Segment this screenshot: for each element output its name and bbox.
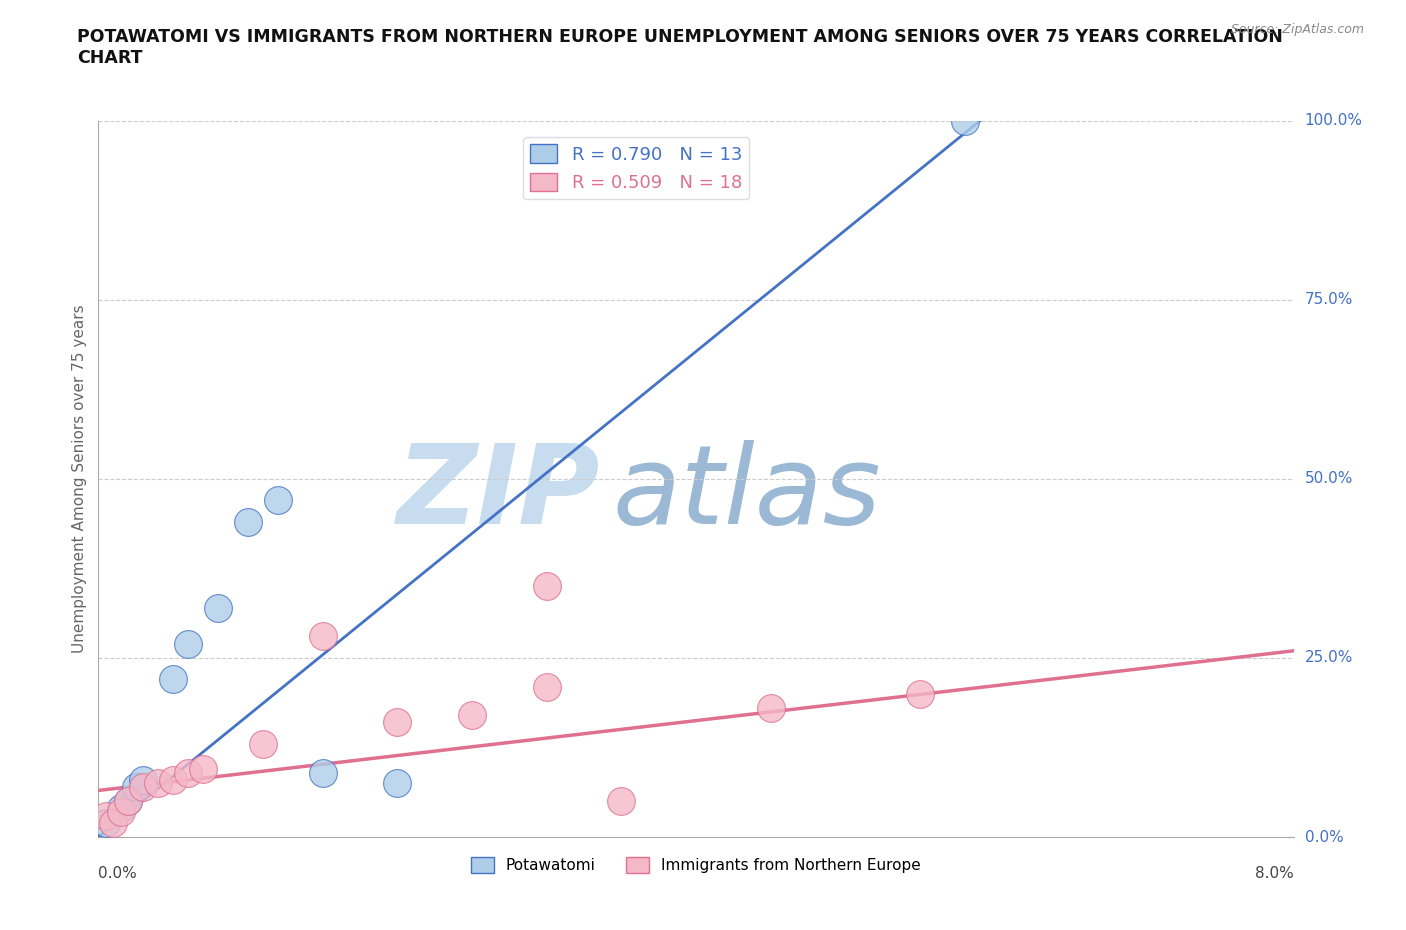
Point xyxy=(536,679,558,694)
Point xyxy=(191,762,214,777)
Point xyxy=(110,801,132,816)
Point xyxy=(610,794,633,809)
Point xyxy=(461,708,484,723)
Point xyxy=(311,765,333,780)
Text: 25.0%: 25.0% xyxy=(1305,650,1353,666)
Point xyxy=(267,493,290,508)
Point xyxy=(148,776,170,790)
Text: Source: ZipAtlas.com: Source: ZipAtlas.com xyxy=(1230,23,1364,36)
Point xyxy=(117,794,139,809)
Text: 100.0%: 100.0% xyxy=(1305,113,1362,128)
Point xyxy=(125,779,148,794)
Point xyxy=(162,772,184,787)
Point xyxy=(385,776,409,790)
Text: 0.0%: 0.0% xyxy=(98,866,138,881)
Point xyxy=(177,636,200,651)
Point xyxy=(132,772,155,787)
Point xyxy=(953,113,976,128)
Point xyxy=(236,514,259,529)
Point xyxy=(94,816,117,830)
Text: 75.0%: 75.0% xyxy=(1305,292,1353,308)
Point xyxy=(252,737,274,751)
Point xyxy=(177,765,200,780)
Legend: Potawatomi, Immigrants from Northern Europe: Potawatomi, Immigrants from Northern Eur… xyxy=(464,851,928,880)
Point xyxy=(908,686,931,701)
Point xyxy=(132,779,155,794)
Point xyxy=(759,700,782,715)
Point xyxy=(110,804,132,819)
Point xyxy=(385,715,409,730)
Text: 50.0%: 50.0% xyxy=(1305,472,1353,486)
Point xyxy=(117,794,139,809)
Y-axis label: Unemployment Among Seniors over 75 years: Unemployment Among Seniors over 75 years xyxy=(72,305,87,653)
Text: ZIP: ZIP xyxy=(396,440,600,547)
Point xyxy=(94,808,117,823)
Point xyxy=(162,672,184,687)
Text: atlas: atlas xyxy=(613,440,882,547)
Point xyxy=(207,601,229,616)
Text: POTAWATOMI VS IMMIGRANTS FROM NORTHERN EUROPE UNEMPLOYMENT AMONG SENIORS OVER 75: POTAWATOMI VS IMMIGRANTS FROM NORTHERN E… xyxy=(77,28,1284,67)
Point xyxy=(536,578,558,594)
Point xyxy=(311,629,333,644)
Text: 8.0%: 8.0% xyxy=(1254,866,1294,881)
Point xyxy=(103,816,125,830)
Text: 0.0%: 0.0% xyxy=(1305,830,1343,844)
